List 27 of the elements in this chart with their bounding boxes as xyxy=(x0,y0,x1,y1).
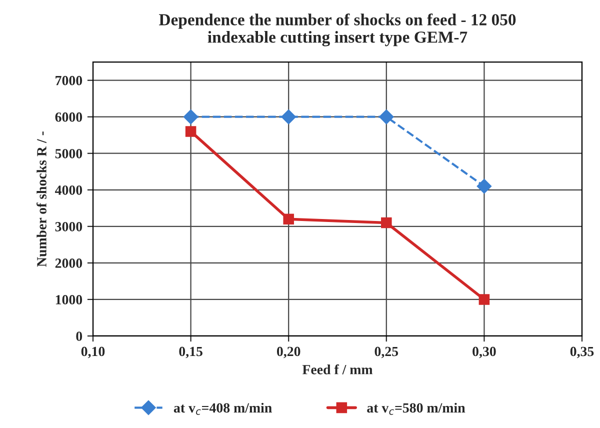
x-tick-label: 0,35 xyxy=(570,346,594,358)
chart-title: Dependence the number of shocks on feed - 12 050 indexable cutting insert type GEM-7 xyxy=(159,13,516,46)
x-tick-label: 0,10 xyxy=(81,346,105,358)
y-axis-title: Number of shocks R / - xyxy=(36,132,46,267)
legend-label: at v$_{c}$=408 m/min xyxy=(174,402,272,415)
point xyxy=(183,109,198,124)
point xyxy=(476,178,492,194)
y-tick-label: 6000 xyxy=(55,112,82,122)
y-tick-label: 7000 xyxy=(56,76,82,86)
x-axis-title: Feed f / mm xyxy=(302,364,373,374)
point xyxy=(281,109,296,124)
y-tick-label: 1000 xyxy=(56,295,82,304)
x-tick-label: 0,20 xyxy=(276,346,300,358)
y-tick-label: 3000 xyxy=(55,222,82,232)
point xyxy=(283,214,294,224)
y-tick-label: 5000 xyxy=(55,148,82,158)
y-tick-label: 0 xyxy=(76,332,82,341)
x-tick-label: 0,30 xyxy=(472,346,496,358)
legend-label: at v$_{c}$=580 m/min xyxy=(367,402,466,415)
x-tick-label: 0,15 xyxy=(179,346,202,358)
y-tick-label: 2000 xyxy=(55,258,82,268)
point xyxy=(478,294,490,305)
point xyxy=(185,126,196,137)
point xyxy=(381,217,392,228)
x-tick-label: 0,25 xyxy=(374,346,398,358)
y-tick-label: 4000 xyxy=(54,185,82,195)
point xyxy=(379,109,394,124)
